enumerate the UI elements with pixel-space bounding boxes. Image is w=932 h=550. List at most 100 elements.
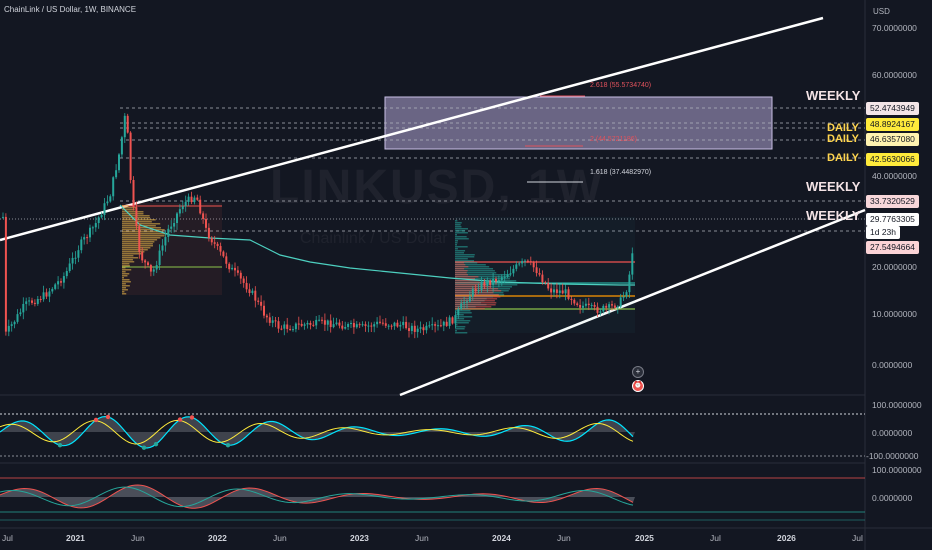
candle-body (573, 299, 576, 304)
candle-body (83, 237, 86, 240)
signal-dot (57, 443, 63, 448)
alarm-icon[interactable]: ⏰ (632, 380, 644, 392)
profile-bar (455, 238, 469, 240)
signal-dot (105, 414, 111, 420)
candle-body (42, 292, 45, 300)
candle-body (106, 201, 109, 204)
profile-bar (455, 326, 466, 328)
candle-body (144, 260, 147, 263)
profile-bar (455, 226, 462, 228)
profile-bar (455, 254, 475, 256)
plus-circle-icon[interactable]: + (632, 366, 644, 378)
candle-body (231, 267, 234, 270)
profile-bar (122, 229, 165, 231)
profile-bar (455, 268, 494, 270)
candle-body (65, 271, 68, 277)
candle-body (347, 323, 350, 327)
osc1-histogram (0, 416, 635, 448)
candle-body (518, 263, 521, 265)
candle-body (553, 289, 555, 293)
profile-bar (455, 280, 480, 282)
profile-bar (455, 272, 497, 274)
profile-bar (455, 312, 472, 314)
level-tag-weekly[interactable]: WEEKLY (806, 88, 861, 103)
candle-body (254, 290, 257, 301)
candle-body (370, 325, 373, 327)
profile-bar (455, 274, 468, 276)
candle-body (297, 323, 300, 325)
candle-body (147, 262, 149, 265)
candle-body (526, 260, 529, 262)
candle-body (593, 304, 596, 307)
candle-body (492, 278, 495, 286)
channel-upper-line[interactable] (0, 16, 824, 242)
currency-label[interactable]: USD (873, 7, 890, 16)
candle-body (445, 321, 448, 326)
level-tag-daily[interactable]: DAILY (827, 133, 859, 145)
level-tag-weekly[interactable]: WEEKLY (806, 208, 861, 223)
channel-lower-line[interactable] (399, 208, 866, 397)
candle-body (86, 237, 89, 239)
symbol-watermark: LINKUSD, 1W (270, 161, 604, 214)
level-tag-weekly[interactable]: WEEKLY (806, 179, 861, 194)
candle-body (529, 261, 532, 263)
profile-bar (455, 296, 501, 298)
candle-body (234, 267, 236, 271)
price-axis-label: 40.0000000 (872, 171, 917, 181)
candle-body (329, 320, 332, 328)
osc2-axis-label: 100.0000000 (872, 465, 922, 475)
profile-bar (122, 281, 131, 283)
candle-body (437, 325, 439, 327)
candle-body (268, 317, 271, 323)
candle-body (431, 324, 434, 326)
osc2-histogram (0, 485, 635, 509)
price-axis-label: 60.0000000 (872, 70, 917, 80)
time-axis-label: 2021 (66, 533, 85, 543)
candle-body (428, 325, 431, 327)
candle-body (312, 324, 315, 326)
candle-body (152, 269, 155, 272)
candle-body (155, 265, 158, 270)
candle-body (213, 242, 216, 244)
candle-body (77, 250, 80, 258)
candle-body (33, 302, 36, 304)
profile-bar (455, 306, 492, 308)
candle-body (352, 322, 355, 328)
time-axis-label: Jul (852, 533, 863, 543)
profile-bar (122, 283, 126, 285)
profile-bar (455, 332, 468, 334)
candle-body (100, 214, 103, 218)
profile-bar (455, 262, 465, 264)
profile-bar (455, 268, 465, 270)
candle-body (239, 272, 242, 279)
symbol-watermark-name: Chainlink / US Dollar (300, 230, 448, 247)
profile-bar (455, 304, 496, 306)
candle-body (170, 226, 173, 229)
candle-body (289, 328, 292, 330)
level-tag-daily[interactable]: DAILY (827, 122, 859, 134)
candle-body (532, 262, 535, 268)
level-tag-daily[interactable]: DAILY (827, 152, 859, 164)
candle-body (36, 298, 39, 304)
candle-body (602, 305, 605, 312)
candle-body (242, 278, 245, 283)
candle-body (138, 226, 141, 253)
candle-body (631, 253, 634, 275)
profile-bar (122, 237, 161, 239)
candle-body (13, 321, 16, 325)
candle-body (300, 323, 303, 326)
profile-bar (122, 287, 127, 289)
symbol-title[interactable]: ChainLink / US Dollar, 1W, BINANCE (4, 5, 137, 14)
candle-body (271, 320, 274, 323)
candle-body (408, 328, 410, 331)
signal-dot (93, 417, 99, 423)
profile-bar (122, 277, 124, 279)
candlesticks[interactable] (2, 113, 634, 339)
profile-bar (455, 266, 469, 268)
candle-body (613, 305, 616, 308)
candle-body (205, 218, 207, 228)
candle-body (364, 324, 367, 326)
candle-body (587, 303, 590, 306)
candle-body (60, 281, 62, 283)
